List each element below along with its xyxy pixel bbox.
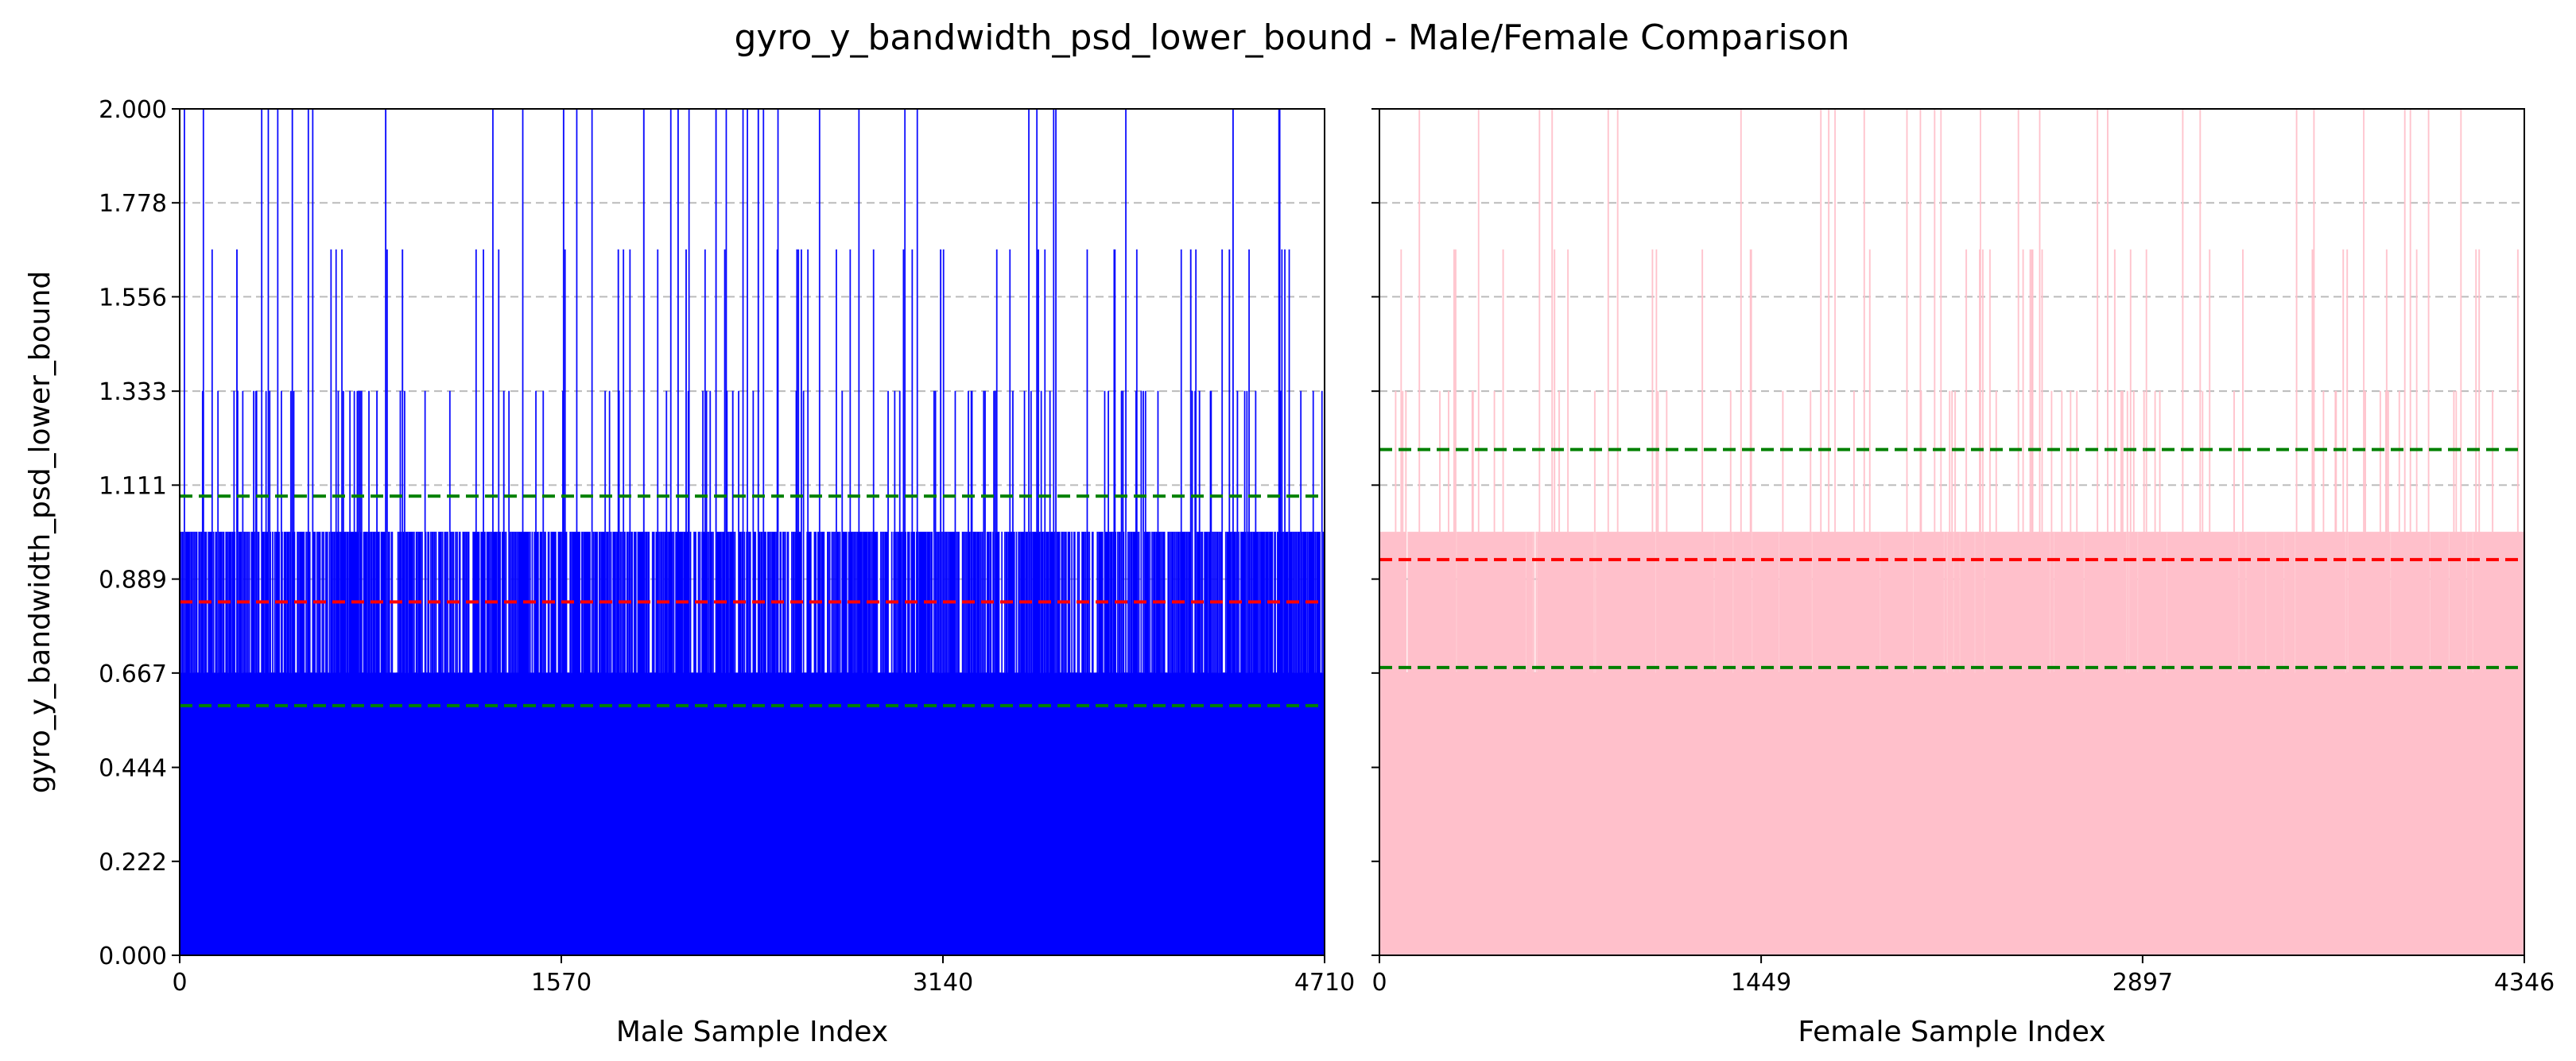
male-panel: 0 1570 3140 4710 0.000 0.222 0.444 0.667 0.889 1… <box>24 96 1355 1048</box>
male-y-tick-label: 1.111 <box>99 472 167 500</box>
male-y-tick-label: 1.778 <box>99 190 167 218</box>
male-y-tick-label: 0.222 <box>99 849 167 877</box>
male-x-axis-label: Male Sample Index <box>616 1016 888 1048</box>
female-panel: 0 1449 2897 4346 Female Sample Index <box>1371 108 2555 1048</box>
male-y-tick-label: 2.000 <box>99 96 167 124</box>
figure-title: gyro_y_bandwidth_psd_lower_bound - Male/… <box>734 17 1849 58</box>
male-y-tick-label: 1.556 <box>99 284 167 312</box>
female-x-axis-label: Female Sample Index <box>1798 1016 2105 1048</box>
female-x-ticks: 0 1449 2897 4346 <box>1371 955 2555 997</box>
male-x-tick-label: 0 <box>172 969 187 997</box>
male-y-axis-label: gyro_y_bandwidth_psd_lower_bound <box>24 271 56 794</box>
male-y-tick-label: 0.000 <box>99 943 167 970</box>
female-reference-lines <box>1379 447 2524 669</box>
male-x-ticks: 0 1570 3140 4710 <box>172 955 1355 997</box>
female-series-base <box>1379 672 2524 955</box>
male-x-tick-label: 1570 <box>531 969 592 997</box>
male-x-tick-label: 4710 <box>1294 969 1355 997</box>
male-series-base <box>180 672 1325 955</box>
female-series <box>1379 108 2525 956</box>
male-y-tick-label: 1.333 <box>99 378 167 406</box>
female-x-tick-label: 0 <box>1371 969 1387 997</box>
male-y-tick-label: 0.889 <box>99 567 167 594</box>
female-y-ticks <box>1371 108 1379 956</box>
male-y-ticks: 0.000 0.222 0.444 0.667 0.889 1.111 1.333 1.556… <box>99 96 180 970</box>
female-plot-frame <box>1379 108 2525 956</box>
male-y-tick-label: 0.667 <box>99 660 167 688</box>
male-y-tick-label: 0.444 <box>99 755 167 783</box>
male-plot-frame <box>179 108 1325 956</box>
male-x-tick-label: 3140 <box>913 969 973 997</box>
female-x-tick-label: 4346 <box>2494 969 2555 997</box>
female-x-tick-label: 2897 <box>2112 969 2173 997</box>
male-reference-lines <box>180 494 1325 707</box>
male-series <box>179 108 1325 956</box>
female-x-tick-label: 1449 <box>1731 969 1791 997</box>
